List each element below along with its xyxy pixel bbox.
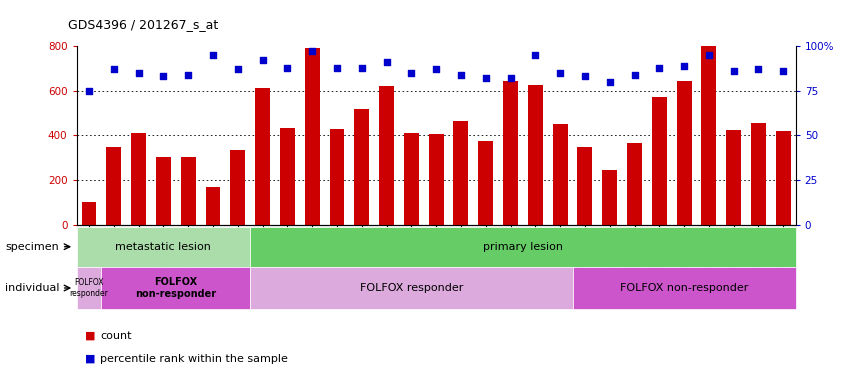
Bar [404, 133, 419, 225]
Point [83, 88, 96, 94]
Bar [231, 150, 245, 225]
Text: individual: individual [5, 283, 60, 293]
Text: FOLFOX responder: FOLFOX responder [360, 283, 463, 293]
Bar [478, 141, 494, 225]
Bar [578, 147, 592, 225]
Bar [726, 130, 741, 225]
Bar [528, 85, 543, 225]
Bar [280, 127, 294, 225]
Point [528, 52, 542, 58]
Point [677, 63, 691, 69]
Text: percentile rank within the sample: percentile rank within the sample [100, 354, 288, 364]
Point [702, 52, 716, 58]
Point [553, 70, 567, 76]
Text: GDS4396 / 201267_s_at: GDS4396 / 201267_s_at [68, 18, 219, 31]
Bar [776, 131, 791, 225]
Bar [131, 133, 146, 225]
Bar [454, 121, 468, 225]
Bar [751, 123, 766, 225]
Text: ■: ■ [85, 331, 95, 341]
Text: FOLFOX
non-responder: FOLFOX non-responder [135, 277, 216, 299]
Bar [250, 267, 573, 309]
Bar [329, 129, 345, 225]
Bar [106, 147, 121, 225]
Bar [573, 267, 796, 309]
Text: primary lesion: primary lesion [483, 242, 563, 252]
Point [157, 73, 170, 79]
Text: FOLFOX non-responder: FOLFOX non-responder [620, 283, 748, 293]
Bar [156, 157, 171, 225]
Point [727, 68, 740, 74]
Bar [503, 81, 518, 225]
Point [306, 48, 319, 55]
Bar [552, 124, 568, 225]
Point [751, 66, 765, 72]
Bar [77, 267, 101, 309]
Point [181, 71, 195, 78]
Bar [627, 143, 642, 225]
Point [132, 70, 146, 76]
Point [653, 65, 666, 71]
Point [380, 59, 393, 65]
Bar [82, 202, 96, 225]
Point [628, 71, 642, 78]
Point [206, 52, 220, 58]
Bar [180, 157, 196, 225]
Point [429, 66, 443, 72]
Bar [677, 81, 692, 225]
Point [479, 75, 493, 81]
Bar [305, 48, 320, 225]
Point [107, 66, 121, 72]
Point [355, 65, 368, 71]
Bar [101, 267, 250, 309]
Bar [429, 134, 443, 225]
Bar [603, 170, 617, 225]
Text: specimen: specimen [5, 242, 60, 252]
Text: count: count [100, 331, 132, 341]
Point [504, 75, 517, 81]
Point [231, 66, 244, 72]
Point [776, 68, 790, 74]
Bar [206, 187, 220, 225]
Point [578, 73, 591, 79]
Point [330, 65, 344, 71]
Bar [77, 227, 250, 267]
Point [603, 79, 616, 85]
Text: ■: ■ [85, 354, 95, 364]
Bar [379, 86, 394, 225]
Point [281, 65, 294, 71]
Text: metastatic lesion: metastatic lesion [116, 242, 211, 252]
Bar [354, 109, 369, 225]
Text: FOLFOX
responder: FOLFOX responder [70, 278, 108, 298]
Point [256, 57, 270, 63]
Point [454, 71, 468, 78]
Bar [652, 98, 666, 225]
Bar [701, 46, 717, 225]
Point [404, 70, 418, 76]
Bar [250, 227, 796, 267]
Bar [255, 88, 270, 225]
